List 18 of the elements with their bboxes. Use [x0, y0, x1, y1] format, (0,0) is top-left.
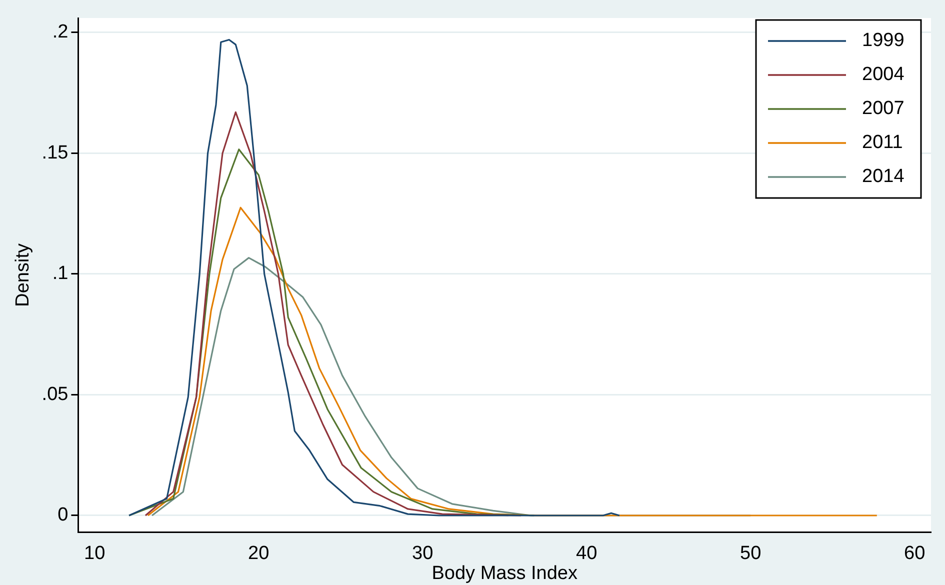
y-tick-label: .1: [52, 263, 68, 284]
x-tick-label: 10: [84, 543, 106, 564]
x-tick-label: 60: [904, 543, 926, 564]
x-tick-label: 20: [248, 543, 270, 564]
x-tick-label: 30: [412, 543, 434, 564]
legend-label: 2014: [862, 166, 905, 188]
legend-label: 2004: [862, 64, 905, 86]
y-tick-label: 0: [58, 504, 68, 526]
legend-label: 1999: [862, 30, 904, 52]
y-tick-label: .05: [42, 384, 68, 405]
legend-label: 2011: [862, 132, 903, 154]
y-tick-label: .15: [42, 142, 68, 164]
x-tick-label: 50: [740, 543, 762, 564]
legend-label: 2007: [862, 98, 904, 120]
y-axis-title: Density: [12, 243, 34, 307]
x-tick-label: 40: [576, 543, 598, 564]
y-tick-label: .2: [52, 22, 68, 43]
x-axis-title: Body Mass Index: [432, 562, 578, 584]
